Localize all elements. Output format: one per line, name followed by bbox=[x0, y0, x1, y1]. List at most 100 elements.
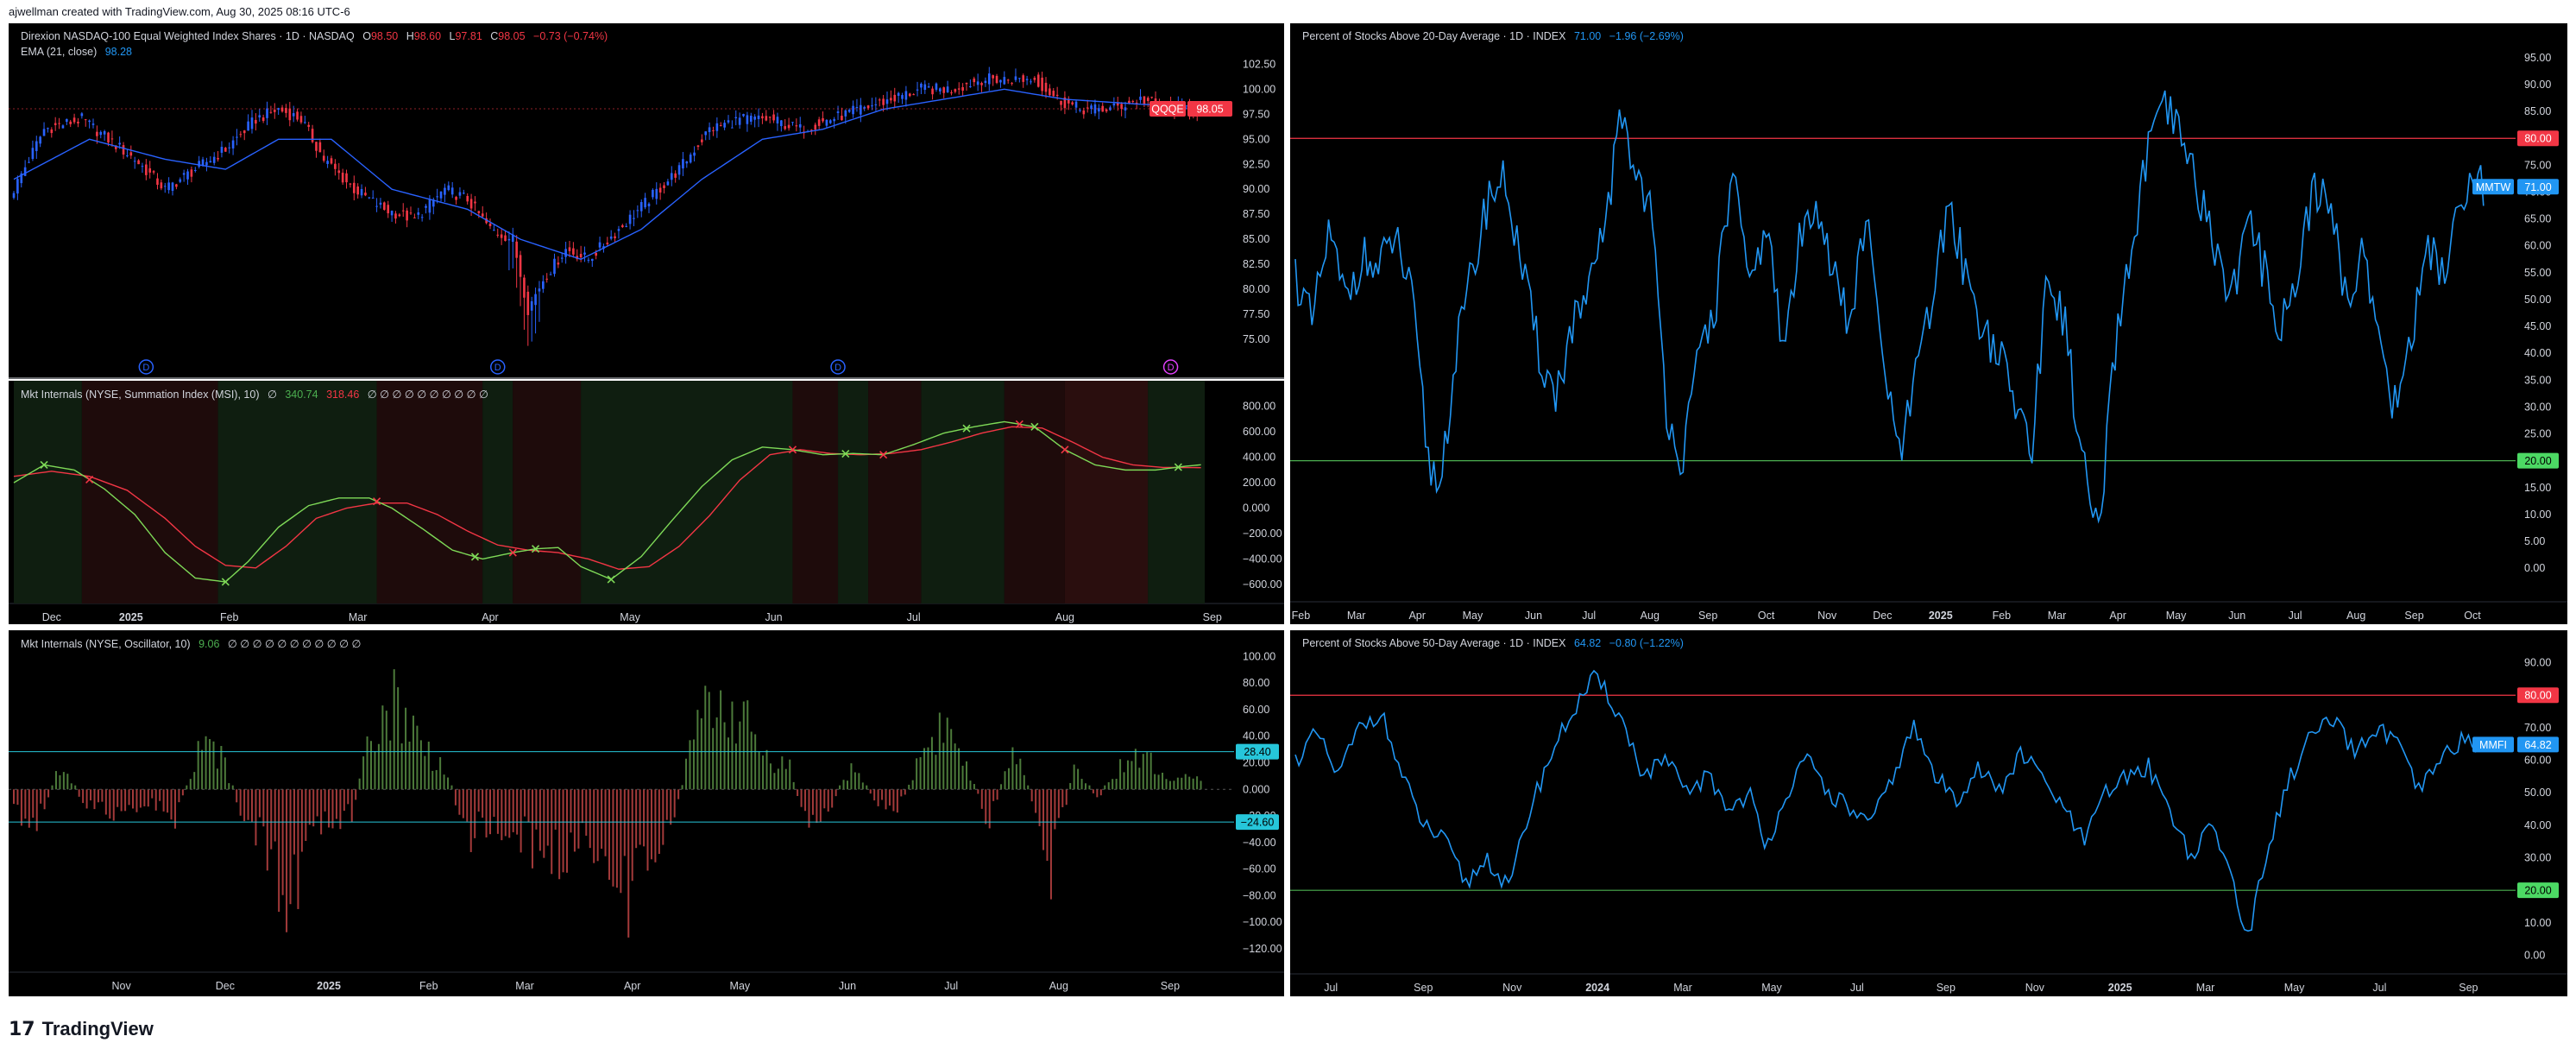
cross-marker bbox=[532, 545, 540, 553]
candle-body bbox=[167, 182, 170, 191]
candle-body bbox=[390, 211, 394, 216]
candle-body bbox=[844, 110, 847, 117]
candle-body bbox=[375, 205, 378, 207]
oscillator-bar bbox=[516, 789, 519, 835]
regime-background bbox=[81, 381, 218, 603]
candle-body bbox=[598, 242, 601, 248]
oscillator-bar bbox=[32, 789, 35, 818]
oscillator-bar bbox=[877, 789, 879, 806]
x-tick-label: Feb bbox=[220, 611, 239, 623]
y-tick-label: 85.00 bbox=[1243, 233, 1269, 245]
candle-body bbox=[1090, 105, 1093, 110]
candle-body bbox=[553, 258, 556, 275]
candle-body bbox=[428, 199, 431, 213]
candle-body bbox=[1060, 100, 1062, 105]
oscillator-bar bbox=[1149, 752, 1152, 790]
candle-body bbox=[738, 117, 741, 125]
x-tick-label: Apr bbox=[624, 980, 640, 992]
oscillator-bar bbox=[1042, 789, 1045, 850]
candle-body bbox=[114, 145, 117, 149]
x-tick-label: Dec bbox=[42, 611, 61, 623]
summation-index-pane[interactable]: 800.00 600.00 400.00 200.00 0.000 −200.00 −400… bbox=[9, 381, 1284, 624]
oscillator-bar bbox=[942, 743, 945, 790]
candle-body bbox=[80, 113, 84, 117]
mmtw-value: 71.00 bbox=[1573, 30, 1602, 42]
candle-body bbox=[677, 165, 681, 175]
oscillator-bar bbox=[908, 784, 910, 790]
candle-body bbox=[466, 196, 469, 202]
upper-band-tag-bg bbox=[2517, 130, 2559, 147]
candle-body bbox=[12, 193, 16, 199]
candle-body bbox=[129, 152, 133, 156]
y-tick-label: 50.00 bbox=[2524, 294, 2551, 306]
oscillator-bar bbox=[419, 740, 422, 790]
candle-body bbox=[961, 86, 964, 91]
candle-body bbox=[992, 75, 994, 79]
x-tick-label: Jul bbox=[1582, 610, 1596, 622]
candle-body bbox=[519, 255, 522, 277]
y-tick-label: 400.00 bbox=[1243, 452, 1275, 464]
oscillator-bar bbox=[24, 789, 27, 819]
oscillator-bar bbox=[581, 789, 583, 824]
oscillator-bar bbox=[1015, 764, 1017, 790]
candle-body bbox=[1128, 100, 1131, 104]
candle-body bbox=[731, 127, 734, 129]
candle-body bbox=[152, 171, 155, 173]
oscillator-bar bbox=[627, 789, 630, 938]
candle-body bbox=[885, 99, 889, 104]
mmtw-pane[interactable]: 95.0090.0085.0080.0075.0070.0065.0060.00… bbox=[1290, 23, 2567, 624]
candle-body bbox=[749, 116, 753, 122]
x-tick-label: May bbox=[620, 611, 640, 623]
oscillator-bar bbox=[154, 789, 157, 811]
oscillator-bar bbox=[482, 789, 484, 818]
oscillator-bar bbox=[258, 789, 261, 818]
oscillator-bar bbox=[831, 789, 834, 808]
cross-marker bbox=[470, 553, 480, 561]
candle-body bbox=[42, 129, 46, 136]
oscillator-bar bbox=[443, 774, 445, 790]
candle-body bbox=[72, 117, 76, 123]
oscillator-bar bbox=[405, 707, 407, 790]
cross-marker bbox=[1030, 422, 1039, 431]
regime-background bbox=[921, 381, 1005, 603]
candle-body bbox=[47, 128, 49, 130]
candle-body bbox=[1131, 101, 1135, 103]
oscillator-bar bbox=[739, 721, 741, 790]
candle-body bbox=[288, 108, 292, 121]
oscillator-bar bbox=[1173, 780, 1175, 790]
regime-background bbox=[581, 381, 793, 603]
candle-body bbox=[447, 185, 450, 191]
oscillator-bar bbox=[1065, 789, 1068, 806]
oscillator-bar bbox=[650, 789, 652, 860]
oscillator-bar bbox=[312, 789, 315, 827]
candle-body bbox=[523, 277, 526, 298]
x-tick-label: 2025 bbox=[119, 611, 143, 623]
candle-body bbox=[364, 193, 367, 196]
oscillator-bar bbox=[577, 789, 580, 849]
x-tick-label: Jul bbox=[1850, 982, 1864, 994]
candle-body bbox=[644, 198, 646, 208]
price-chart-pane[interactable]: 102.50 100.00 97.50 95.00 92.50 90.00 87.50 85.… bbox=[9, 23, 1284, 379]
oscillator-pane[interactable]: 100.0080.0060.0040.0020.000.000−20.00−40… bbox=[9, 630, 1284, 996]
oscillator-svg: 100.0080.0060.0040.0020.000.000−20.00−40… bbox=[9, 650, 1284, 992]
candle-body bbox=[198, 161, 200, 167]
oscillator-bar bbox=[28, 789, 30, 828]
oscillator-bar bbox=[139, 789, 142, 808]
cross-marker bbox=[788, 446, 797, 454]
oscillator-bar bbox=[424, 755, 426, 790]
oscillator-bar bbox=[324, 789, 326, 812]
tradingview-logo[interactable]: 17 TradingView bbox=[9, 1018, 154, 1040]
candle-body bbox=[1003, 77, 1006, 85]
ema-label: EMA (21, close) bbox=[21, 46, 98, 58]
regime-background bbox=[513, 381, 582, 603]
candle-body bbox=[633, 218, 635, 219]
summation-index-svg: 800.00 600.00 400.00 200.00 0.000 −200.00 −400… bbox=[9, 381, 1284, 623]
candle-body bbox=[1082, 110, 1086, 115]
y-tick-label: 90.00 bbox=[1243, 183, 1269, 195]
candle-body bbox=[715, 123, 719, 131]
candle-body bbox=[371, 197, 375, 199]
x-tick-label: 2024 bbox=[1585, 982, 1609, 994]
candle-body bbox=[77, 121, 79, 123]
mmfi-pane[interactable]: 90.00 80.00 70.00 60.00 50.00 40.00 30.00 20.00… bbox=[1290, 630, 2567, 996]
candle-body bbox=[315, 142, 318, 151]
